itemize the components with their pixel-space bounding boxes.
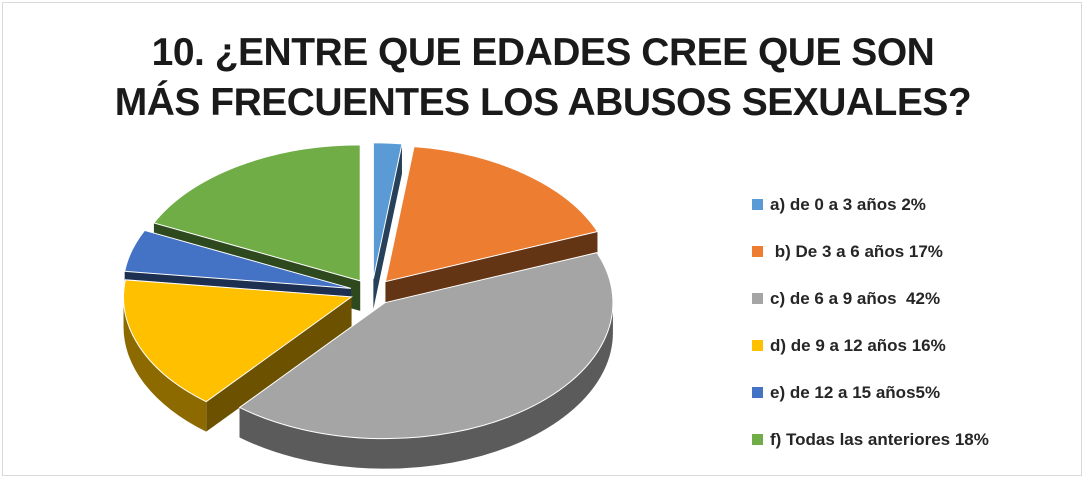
chart-legend: a) de 0 a 3 años 2% b) De 3 a 6 años 17%… <box>752 181 1082 463</box>
pie-slice-f <box>153 144 361 282</box>
pie-slice-d <box>123 279 353 403</box>
pie-slice-side-2-0 <box>239 302 613 469</box>
chart-title-line-2: MÁS FRECUENTES LOS ABUSOS SEXUALES? <box>114 81 972 124</box>
legend-swatch <box>752 246 763 257</box>
legend-item: c) de 6 a 9 años 42% <box>752 275 1082 322</box>
chart-title-line-1: 10. ¿ENTRE QUE EDADES CREE QUE SON <box>151 31 935 74</box>
legend-label: c) de 6 a 9 años 42% <box>770 288 941 308</box>
legend-item: e) de 12 a 15 años5% <box>752 369 1082 416</box>
legend-swatch <box>752 199 763 210</box>
pie-slice-b <box>384 146 599 283</box>
pie-slice-side-3-0 <box>123 296 207 432</box>
pie-slice-wall-0-1 <box>373 143 402 309</box>
pie-tops <box>123 142 614 440</box>
chart-title: 10. ¿ENTRE QUE EDADES CREE QUE SON MÁS F… <box>0 28 1086 128</box>
legend-swatch <box>752 387 763 398</box>
legend-label: b) De 3 a 6 años 17% <box>770 241 943 261</box>
legend-swatch <box>752 340 763 351</box>
legend-label: d) de 9 a 12 años 16% <box>770 335 946 355</box>
pie-slice-e <box>124 229 352 289</box>
pie-slice-wall-3-0 <box>206 296 352 432</box>
legend-item: b) De 3 a 6 años 17% <box>752 228 1082 275</box>
legend-label: f) Todas las anteriores 18% <box>770 429 989 449</box>
legend-swatch <box>752 434 763 445</box>
legend-swatch <box>752 293 763 304</box>
legend-item: f) Todas las anteriores 18% <box>752 416 1082 463</box>
legend-label: e) de 12 a 15 años5% <box>770 382 941 402</box>
legend-item: d) de 9 a 12 años 16% <box>752 322 1082 369</box>
pie-slice-c <box>238 252 614 440</box>
legend-item: a) de 0 a 3 años 2% <box>752 181 1082 228</box>
pie-slice-a <box>372 142 403 279</box>
legend-label: a) de 0 a 3 años 2% <box>770 194 926 214</box>
